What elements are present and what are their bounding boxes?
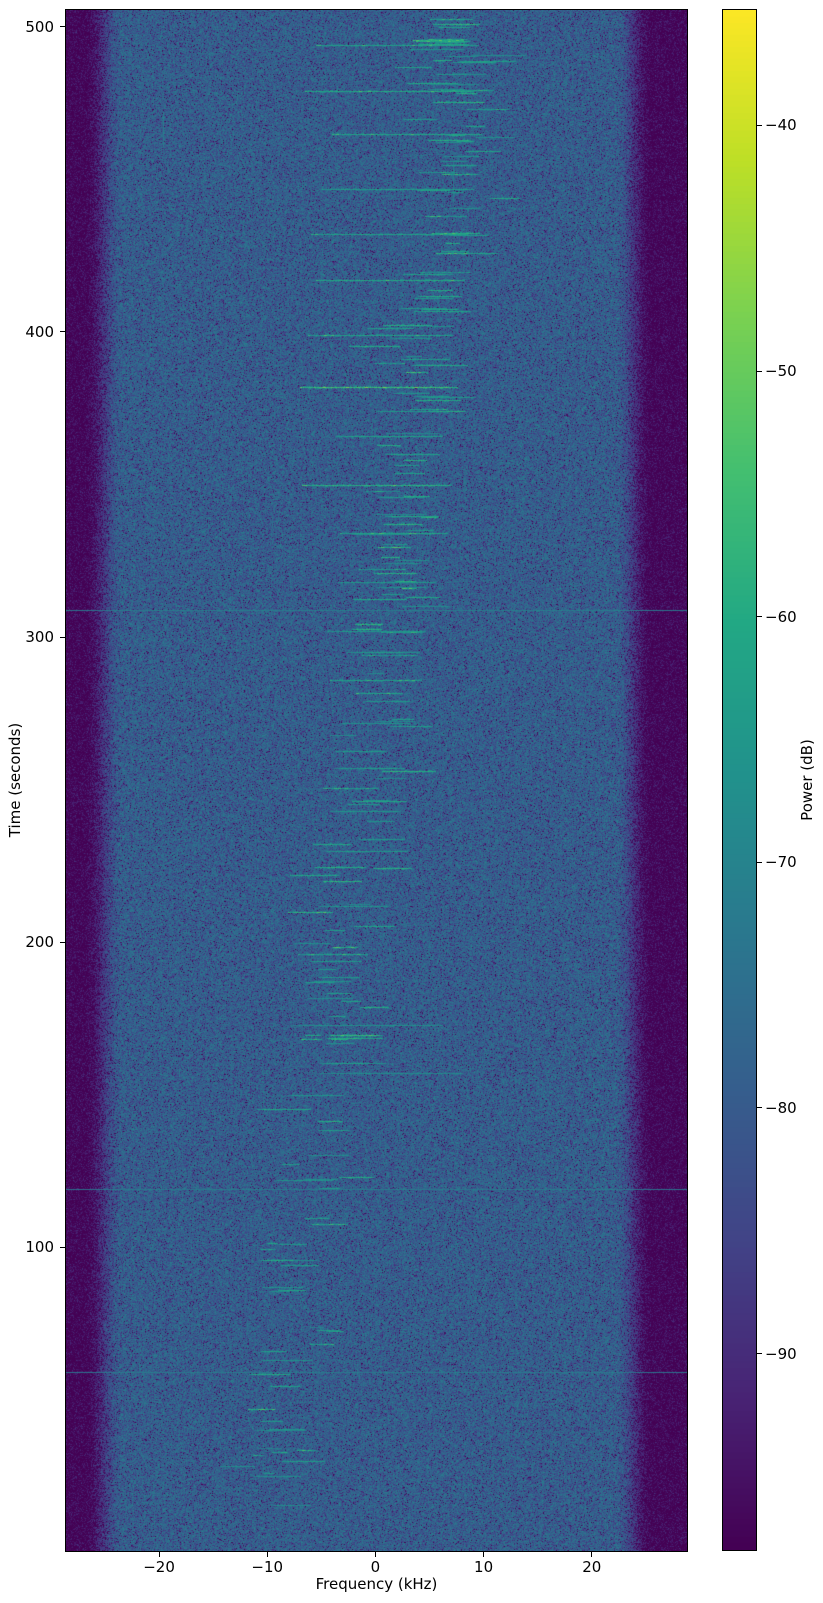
y-tick-label: 500 (25, 17, 54, 36)
colorbar-tick (757, 1107, 762, 1109)
x-tick (266, 1552, 268, 1557)
colorbar-tick (757, 124, 762, 126)
colorbar-tick (757, 861, 762, 863)
colorbar-tick-label: −80 (765, 1098, 797, 1117)
colorbar-tick-label: −40 (765, 116, 797, 135)
y-tick (60, 636, 65, 638)
y-tick (60, 26, 65, 28)
y-axis-label: Time (seconds) (6, 722, 24, 838)
spectrogram-canvas (65, 9, 688, 1552)
colorbar-tick (757, 616, 762, 618)
colorbar-tick (757, 370, 762, 372)
x-tick (374, 1552, 376, 1557)
x-tick-label: −10 (251, 1558, 284, 1576)
y-tick (60, 331, 65, 333)
y-tick-label: 100 (25, 1238, 54, 1257)
x-tick (158, 1552, 160, 1557)
y-tick-label: 300 (25, 628, 54, 647)
x-tick-label: 10 (474, 1558, 494, 1576)
y-tick-label: 200 (25, 933, 54, 952)
colorbar-tick-label: −90 (765, 1344, 797, 1363)
colorbar-tick-label: −60 (765, 607, 797, 626)
colorbar-label: Power (dB) (798, 739, 816, 821)
y-tick (60, 941, 65, 943)
x-tick-label: −20 (143, 1558, 175, 1576)
x-tick-label: 0 (370, 1558, 381, 1576)
x-axis-label: Frequency (kHz) (315, 1575, 438, 1593)
colorbar-tick-label: −50 (765, 362, 797, 381)
colorbar-gradient (722, 9, 757, 1551)
x-tick (591, 1552, 593, 1557)
x-tick-label: 20 (582, 1558, 602, 1576)
y-tick-label: 400 (25, 322, 54, 341)
x-tick (483, 1552, 485, 1557)
y-tick (60, 1246, 65, 1248)
colorbar-tick-label: −70 (765, 853, 797, 872)
colorbar-tick (757, 1353, 762, 1354)
